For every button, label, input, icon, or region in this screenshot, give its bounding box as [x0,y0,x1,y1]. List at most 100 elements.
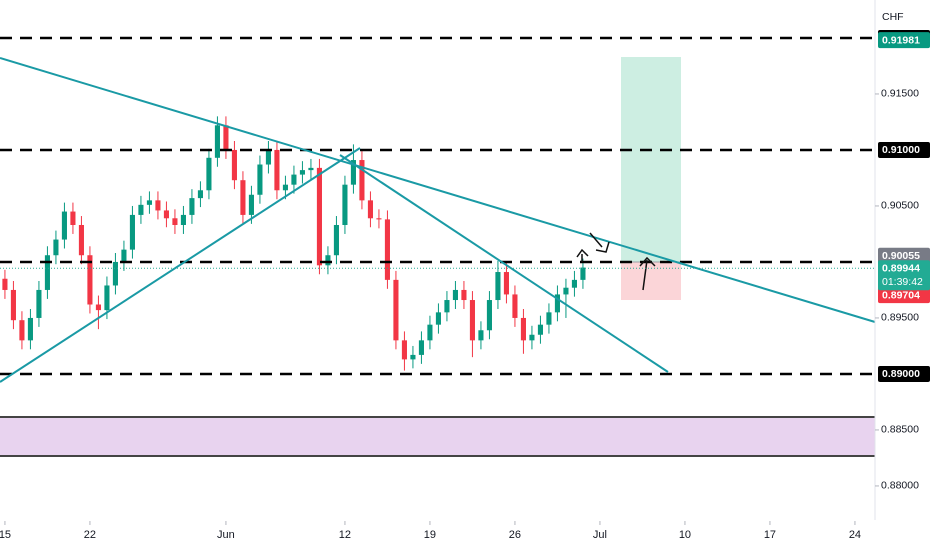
arrow [589,232,610,253]
trendline [0,57,876,323]
candle-body [257,164,263,195]
candle-body [410,354,416,360]
candle-body [376,218,382,220]
y-tick-label: 0.88500 [881,424,919,436]
y-tick-label: 0.88000 [881,480,919,492]
candle-body [44,255,50,290]
candle-body [10,289,16,321]
candle-body [478,330,484,341]
candles [2,116,586,371]
candle-body [282,184,288,191]
price-label-box [878,32,930,49]
x-tick-label: 26 [509,529,521,541]
candle-body [172,218,178,225]
candle-body [78,224,84,256]
candle-body [36,289,42,318]
candle-body [563,287,569,295]
y-tick-label: 0.89500 [881,312,919,324]
level-label-box [878,141,930,158]
candle-body [231,149,237,181]
candle-body [435,312,441,325]
candle-body [274,149,280,191]
candle-body [2,278,8,290]
candle-body [223,125,229,150]
candle-body [546,312,552,325]
currency: CHF [882,11,904,23]
candle-body [70,211,76,225]
candle-body [350,160,356,185]
candle-body [104,285,110,311]
y-tick-label: 0.90500 [881,200,919,212]
candle-body [112,261,118,286]
candle-body [206,157,212,191]
countdown: 01:39:42 [882,276,923,288]
candle-body [146,200,152,205]
x-tick-label: 24 [849,529,861,541]
trendline [339,154,669,373]
level-label-box [878,365,930,382]
x-tick-label: 17 [764,529,776,541]
candle-body [214,125,220,158]
x-tick-label: Jun [217,529,235,541]
candle-body [359,160,365,201]
candle-body [129,214,135,250]
candle-body [265,149,271,165]
trendline [0,147,361,383]
candle-body [512,294,518,318]
candle-body [333,224,339,256]
candle-body [19,320,25,341]
candle-body [325,255,331,266]
x-tick-label: 15 [0,529,11,541]
candle-body [87,255,93,305]
candle-body [537,324,543,335]
candle-body [418,340,424,355]
candle-body [163,210,169,219]
drawings [0,57,875,457]
candle-body [155,200,161,211]
last-price-box [878,260,930,291]
x-tick-label: 22 [84,529,96,541]
arrow [639,256,656,291]
candle-body [121,249,127,262]
candle-body [503,272,509,295]
candle-body [240,180,246,215]
level-label: 0.91000 [882,144,920,156]
candle-body [571,279,577,288]
candle-body [401,340,407,360]
candle-body [299,170,305,175]
candle-body [189,198,195,215]
candle-body [180,214,186,225]
last-price-label: 0.89944 [882,263,920,275]
candle-body [342,184,348,225]
x-tick-label: Jul [593,529,607,541]
stop-zone [621,262,681,300]
level-label: 0.89000 [882,368,920,380]
price-label-box [878,247,930,264]
price-label-box [878,287,930,304]
candle-body [316,167,322,266]
candle-body [580,267,586,280]
candle-body [461,289,467,301]
candle-body [367,200,373,219]
candle-body [27,317,33,341]
candle-body [61,211,67,240]
target-zone [621,57,681,262]
candle-body [444,300,450,313]
candle-body [554,294,560,313]
candle-body [486,300,492,331]
x-tick-label: 12 [339,529,351,541]
x-tick-label: 19 [424,529,436,541]
candle-body [95,304,101,311]
candle-body [393,279,399,341]
price-label: 0.91981 [882,34,920,46]
candle-body [197,190,203,199]
price-label: 0.90055 [882,250,920,262]
candle-body [495,272,501,301]
arrow [576,248,589,262]
candle-body [248,194,254,215]
candle-body [520,317,526,341]
candle-body [384,219,390,280]
candle-body [138,204,144,215]
